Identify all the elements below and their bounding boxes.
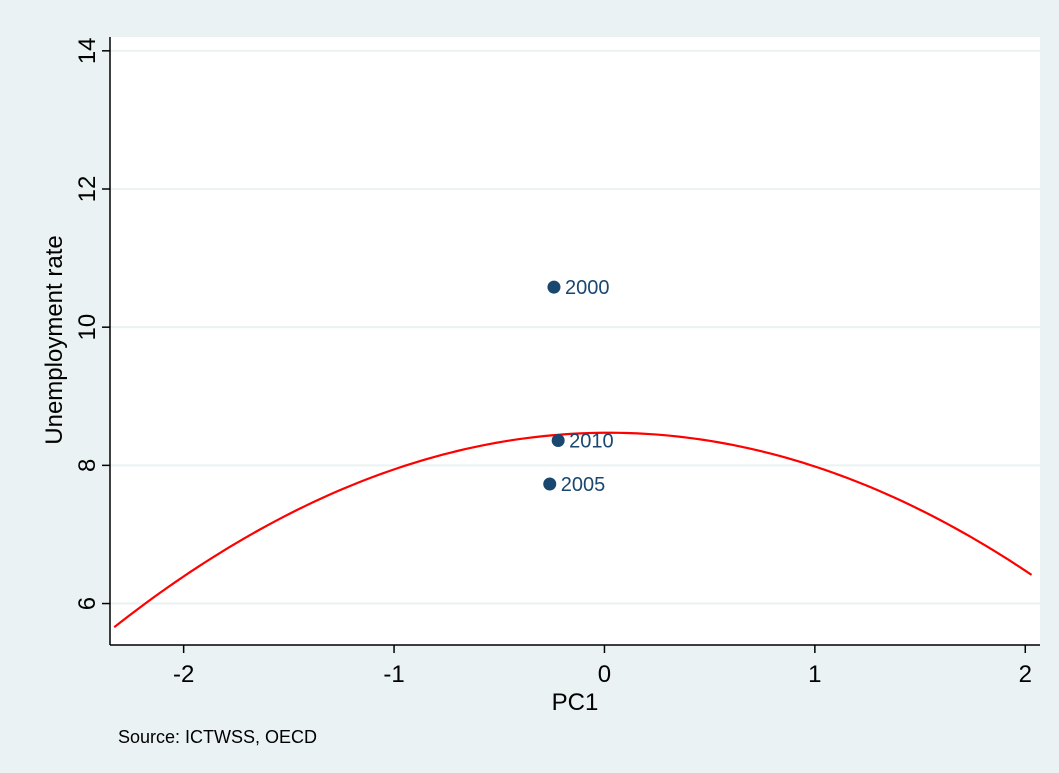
data-point-label-2005: 2005 [561,474,606,496]
x-tick-label-3: 1 [808,661,821,688]
data-point-2010 [551,433,565,447]
plot-area [110,37,1040,645]
data-point-label-2010: 2010 [569,430,614,452]
source-note: Source: ICTWSS, OECD [118,727,317,747]
fit-curve-group [113,431,1033,629]
y-tick-label-4: 14 [74,37,101,64]
x-tick-label-4: 2 [1019,661,1032,688]
y-tick-label-0: 6 [74,597,101,610]
data-point-2000 [547,280,561,294]
x-tick-label-0: -2 [173,661,194,688]
y-axis-label: Unemployment rate [41,235,68,444]
x-axis-label: PC1 [552,689,599,716]
y-tick-label-2: 10 [74,314,101,341]
fitted-curve [113,431,1033,629]
grid-lines [110,49,1040,605]
data-point-label-2000: 2000 [565,277,610,299]
y-tick-label-3: 12 [74,176,101,203]
y-tick-label-1: 8 [74,459,101,472]
x-tick-label-1: -1 [383,661,404,688]
data-point-2005 [543,477,557,491]
data-points: 2000 2010 2005 [543,277,614,496]
x-tick-label-2: 0 [598,661,611,688]
